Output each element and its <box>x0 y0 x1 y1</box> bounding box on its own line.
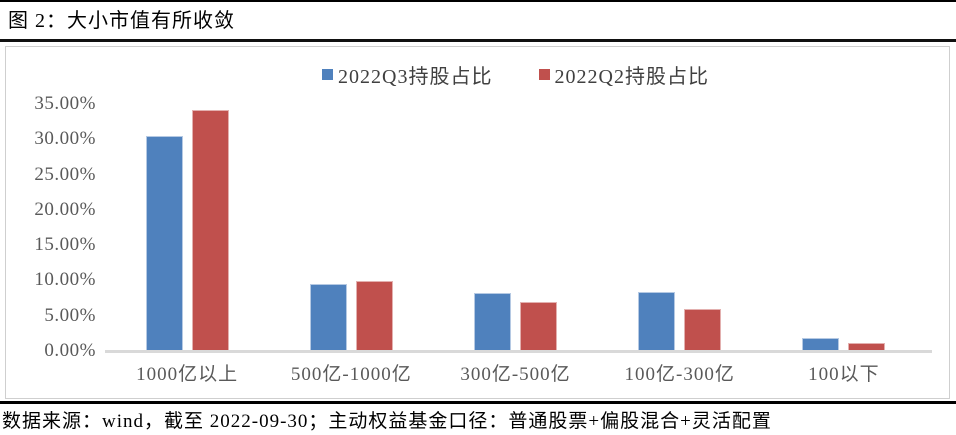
bar-group-100亿-300亿 <box>598 104 762 351</box>
y-axis-tick-label: 35.00% <box>34 93 96 114</box>
bar-2022Q3持股占比-300亿-500亿 <box>474 293 511 351</box>
bar-2022Q3持股占比-100以下 <box>802 338 840 351</box>
x-axis-label: 1000亿以上 <box>136 364 239 385</box>
bar-2022Q3持股占比-100亿-300亿 <box>638 292 676 351</box>
x-axis-label: 300亿-500亿 <box>460 364 571 385</box>
bar-2022Q2持股占比-300亿-500亿 <box>520 302 557 351</box>
y-axis-tick-label: 15.00% <box>34 234 96 256</box>
bar-group-300亿-500亿 <box>433 104 597 351</box>
bar-2022Q3持股占比-500亿-1000亿 <box>309 284 347 351</box>
x-axis-label: 500亿-1000亿 <box>290 364 412 385</box>
legend-label: 2022Q3持股占比 <box>338 66 493 88</box>
y-axis-tick-label: 10.00% <box>34 269 96 291</box>
bar-2022Q2持股占比-100以下 <box>848 343 886 351</box>
source-note: 数据来源：wind，截至 2022-09-30；主动权益基金口径：普通股票+偏股… <box>2 411 772 432</box>
chart-area: 2022Q3持股占比 2022Q2持股占比 35.00% 30.00% 25.00% 2… <box>5 46 950 399</box>
x-axis-line <box>105 350 932 353</box>
y-axis-tick-label: 5.00% <box>44 304 96 326</box>
x-axis-label: 100亿-300亿 <box>624 364 735 385</box>
bar-group-100以下 <box>762 104 926 351</box>
y-axis-tick-label: 25.00% <box>34 163 96 185</box>
bar-group-1000亿以上 <box>105 104 269 351</box>
legend-marker-icon <box>322 69 334 80</box>
bar-group-500亿-1000亿 <box>269 104 433 351</box>
legend-item-2022Q3持股占比: 2022Q3持股占比 <box>322 60 492 89</box>
bar-2022Q3持股占比-1000亿以上 <box>145 136 183 351</box>
figure-title: 图 2：大小市值有所收敛 <box>0 2 956 42</box>
y-axis-tick-label: 20.00% <box>34 198 96 220</box>
plot-area <box>105 104 926 351</box>
chart-legend: 2022Q3持股占比 2022Q2持股占比 <box>105 60 926 89</box>
y-axis-tick-label: 0.00% <box>44 340 96 361</box>
y-axis-tick-label: 30.00% <box>34 128 96 150</box>
bottom-divider <box>0 401 956 404</box>
bar-2022Q2持股占比-1000亿以上 <box>191 110 229 351</box>
legend-item-2022Q2持股占比: 2022Q2持股占比 <box>538 60 709 89</box>
legend-label: 2022Q2持股占比 <box>554 66 709 88</box>
legend-marker-icon <box>538 69 550 80</box>
x-axis-category-labels: 1000亿以上 500亿-1000亿 300亿-500亿 100亿-300亿 100以下 <box>105 359 926 386</box>
bar-2022Q2持股占比-500亿-1000亿 <box>355 281 393 351</box>
x-axis-label: 100以下 <box>808 364 880 385</box>
bar-2022Q2持股占比-100亿-300亿 <box>684 309 722 351</box>
